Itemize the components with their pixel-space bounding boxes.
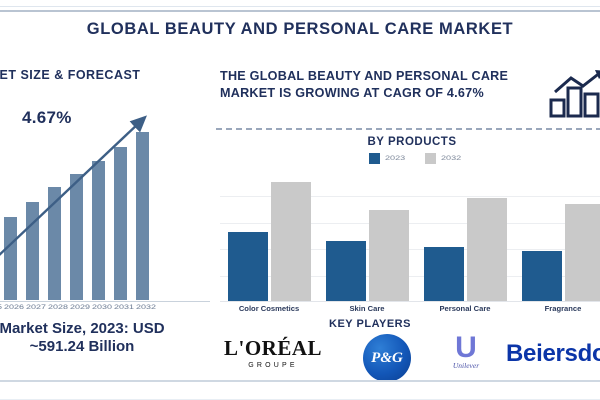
loreal-logo: L'ORÉAL GROUPE — [212, 336, 334, 369]
left-axis-tick: 2030 — [92, 304, 112, 311]
left-axis-tick: 2025 — [0, 304, 2, 311]
by-products-bar-chart: Color Cosmetics Skin Care Personal Care Fra… — [220, 170, 600, 313]
left-bar — [92, 161, 105, 300]
market-size-bar-chart — [0, 110, 210, 300]
unilever-logo-mark: U — [455, 331, 477, 364]
left-bar — [70, 174, 83, 300]
category-label: Skin Care — [349, 304, 385, 313]
bar-group — [416, 170, 514, 301]
left-axis-tick: 2032 — [136, 304, 156, 311]
bar-groups — [220, 170, 600, 301]
left-axis-tick: 2029 — [70, 304, 90, 311]
bar-2023 — [227, 232, 268, 301]
legend-label: 2023 — [384, 155, 405, 162]
category-label: Fragrance — [544, 304, 582, 313]
bar-group — [318, 170, 416, 301]
left-axis-labels: 202420252026202720282029203020312032 — [0, 304, 210, 311]
left-axis-tick: 2027 — [26, 304, 46, 311]
pg-logo-text: P&G — [371, 349, 403, 366]
page-header: GLOBAL BEAUTY AND PERSONAL CARE MARKET — [0, 12, 600, 46]
by-products-title: BY PRODUCTS — [367, 136, 457, 148]
chart-legend: 2023 2032 — [212, 153, 600, 164]
legend-swatch — [425, 153, 436, 164]
bar-2023 — [521, 250, 562, 301]
loreal-logo-subtext: GROUPE — [248, 362, 298, 369]
bar-2032 — [466, 198, 507, 301]
gridline — [220, 196, 600, 198]
bar-group — [220, 170, 318, 301]
category-label: Personal Care — [439, 304, 491, 313]
loreal-logo-text: L'ORÉAL — [223, 336, 323, 360]
left-axis-tick: 2031 — [114, 304, 134, 311]
gridline — [220, 222, 600, 224]
unilever-logo: U Unilever — [438, 331, 494, 371]
legend-item: 2032 — [425, 153, 461, 164]
bar-2032 — [564, 204, 600, 301]
gridline — [220, 249, 600, 251]
section-divider — [216, 128, 600, 130]
unilever-logo-text: Unilever — [452, 361, 480, 370]
left-axis-line — [0, 301, 210, 312]
left-bar — [48, 187, 61, 300]
top-rule-secondary — [0, 10, 600, 12]
left-bars-container — [0, 110, 210, 300]
category-label: Color Cosmetics — [238, 304, 300, 313]
left-axis-tick: 2028 — [48, 304, 68, 311]
footer-line-1: Market Size, 2023: USD — [0, 320, 165, 337]
bar-2032 — [270, 182, 311, 301]
pg-logo: P&G — [363, 334, 411, 382]
footer-line-2: ~591.24 Billion — [29, 338, 135, 356]
page-title: GLOBAL BEAUTY AND PERSONAL CARE MARKET — [86, 19, 514, 38]
bar-2032 — [368, 210, 409, 301]
beiersdorf-logo: Beiersdo — [506, 340, 600, 368]
left-bar — [4, 216, 17, 300]
gridline — [220, 275, 600, 277]
left-bar — [26, 202, 39, 300]
chart-baseline — [220, 301, 600, 302]
legend-item: 2023 — [368, 153, 405, 164]
bar-chart-growth-icon — [549, 70, 600, 118]
bottom-rule — [0, 380, 600, 382]
key-players-logos: L'ORÉAL GROUPE P&G U Unilever Beiersdo — [200, 330, 600, 386]
category-labels: Color Cosmetics Skin Care Personal Care Fra… — [220, 304, 600, 313]
chart-gridlines — [220, 170, 600, 302]
bar-2023 — [423, 246, 464, 301]
left-axis-tick: 2026 — [4, 304, 24, 311]
key-players-title: KEY PLAYERS — [329, 318, 411, 330]
legend-swatch — [368, 153, 380, 164]
bar-2023 — [325, 240, 366, 301]
top-rule — [0, 6, 600, 7]
left-chart-title: MARKET SIZE & FORECAST — [0, 68, 141, 82]
market-size-forecast-panel: MARKET SIZE & FORECAST 4.67% 20242025202… — [0, 58, 210, 378]
market-size-footer: Market Size, 2023: USD ~591.24 Billion — [0, 320, 210, 357]
cagr-headline: THE GLOBAL BEAUTY AND PERSONAL CARE MARK… — [220, 69, 509, 101]
bar-group — [514, 170, 600, 301]
beiersdorf-logo-text: Beiersdo — [506, 340, 600, 367]
by-products-panel: THE GLOBAL BEAUTY AND PERSONAL CARE MARK… — [212, 58, 600, 318]
left-bar — [136, 131, 149, 300]
legend-label: 2032 — [441, 155, 462, 162]
left-bar — [114, 146, 127, 300]
